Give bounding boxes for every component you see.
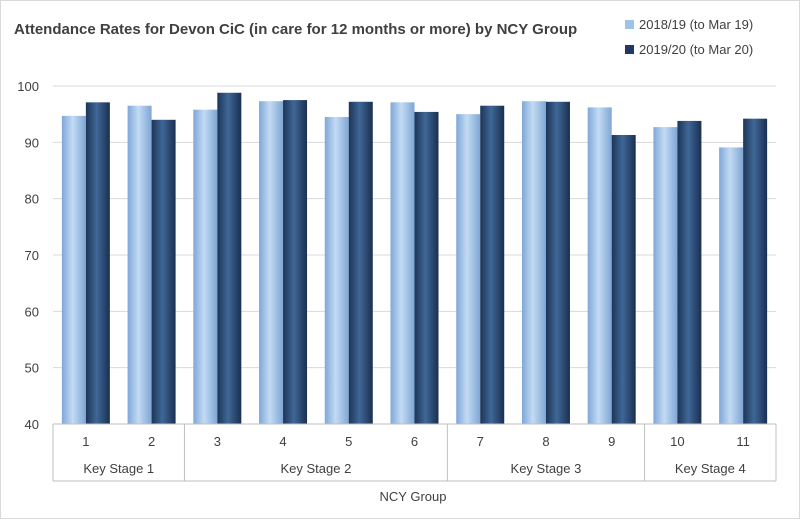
bar-series-2-ncy-4 — [283, 100, 308, 424]
legend-swatch — [625, 45, 634, 54]
group-label: Key Stage 3 — [511, 461, 582, 476]
legend-label: 2018/19 (to Mar 19) — [639, 17, 753, 32]
group-labels: Key Stage 1 Key Stage 2 Key Stage 3 Key Sta… — [83, 461, 745, 476]
bar-series-2-ncy-1 — [85, 102, 110, 424]
bar-series-1-ncy-8 — [521, 101, 546, 425]
y-tick-label: 90 — [25, 135, 39, 150]
x-tick-label: 4 — [279, 434, 286, 449]
bar-series-2-ncy-6 — [414, 111, 439, 424]
bar-series-2-ncy-8 — [545, 101, 570, 425]
bar-series-1-ncy-7 — [456, 114, 481, 425]
bar-series-2-ncy-3 — [217, 92, 242, 424]
bar-series-1-ncy-2 — [127, 105, 152, 424]
x-tick-label: 11 — [736, 434, 750, 449]
group-label: Key Stage 4 — [675, 461, 746, 476]
x-tick-label: 3 — [214, 434, 221, 449]
bars — [61, 92, 768, 425]
y-tick-label: 70 — [25, 248, 39, 263]
x-tick-label: 2 — [148, 434, 155, 449]
y-axis-ticks: 40 50 60 70 80 90 100 — [17, 79, 39, 432]
legend-swatch — [625, 20, 634, 29]
y-tick-label: 60 — [25, 304, 39, 319]
x-axis-title: NCY Group — [380, 489, 447, 504]
bar-series-2-ncy-9 — [611, 135, 636, 424]
x-tick-label: 8 — [542, 434, 549, 449]
legend-label: 2019/20 (to Mar 20) — [639, 42, 753, 57]
chart-title: Attendance Rates for Devon CiC (in care … — [14, 21, 577, 38]
bar-series-1-ncy-5 — [324, 116, 349, 424]
x-tick-label: 5 — [345, 434, 352, 449]
bar-series-2-ncy-10 — [677, 120, 702, 424]
axes — [52, 423, 777, 482]
x-axis-ticks: 1 2 3 4 5 6 7 8 9 10 11 — [82, 434, 750, 449]
bar-series-2-ncy-7 — [480, 105, 505, 424]
legend: 2018/19 (to Mar 19) 2019/20 (to Mar 20) — [625, 17, 753, 57]
bar-series-1-ncy-3 — [193, 109, 218, 424]
y-tick-label: 40 — [25, 417, 39, 432]
bar-series-2-ncy-2 — [151, 119, 176, 425]
bar-series-1-ncy-11 — [719, 147, 744, 425]
y-tick-label: 80 — [25, 192, 39, 207]
bar-series-1-ncy-1 — [61, 115, 86, 425]
x-tick-label: 10 — [670, 434, 684, 449]
x-tick-label: 9 — [608, 434, 615, 449]
bar-series-1-ncy-4 — [259, 101, 284, 425]
x-tick-label: 6 — [411, 434, 418, 449]
y-tick-label: 50 — [25, 361, 39, 376]
x-tick-label: 7 — [477, 434, 484, 449]
bar-series-2-ncy-5 — [348, 101, 373, 425]
bar-series-1-ncy-9 — [587, 107, 612, 424]
group-label: Key Stage 2 — [280, 461, 351, 476]
bar-series-2-ncy-11 — [743, 118, 768, 424]
x-tick-label: 1 — [82, 434, 89, 449]
group-label: Key Stage 1 — [83, 461, 154, 476]
bar-series-1-ncy-6 — [390, 102, 415, 424]
y-tick-label: 100 — [17, 79, 39, 94]
bar-series-1-ncy-10 — [653, 127, 678, 424]
